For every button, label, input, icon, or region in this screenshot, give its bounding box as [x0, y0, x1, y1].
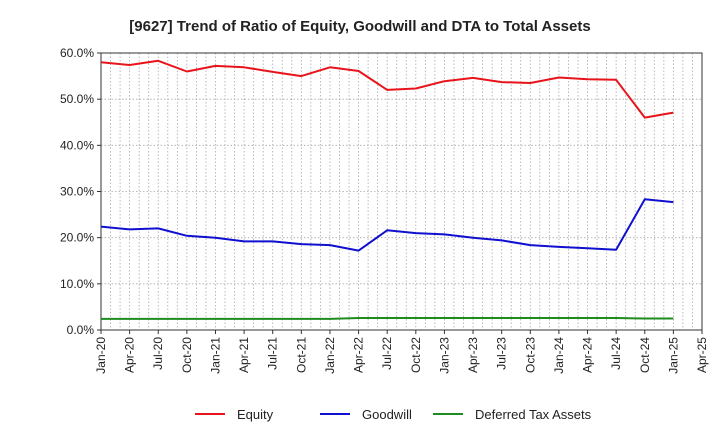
- x-tick-label: Jan-24: [552, 337, 566, 374]
- x-tick-label: Jan-22: [323, 337, 337, 374]
- x-tick-label: Jul-20: [151, 337, 165, 370]
- x-tick-label: Jan-21: [208, 337, 222, 374]
- x-tick-label: Jul-22: [380, 337, 394, 370]
- x-tick-label: Jan-25: [666, 337, 680, 374]
- x-tick-label: Jul-21: [266, 337, 280, 370]
- legend: Equity Goodwill Deferred Tax Assets: [195, 407, 592, 422]
- x-tick-label: Apr-25: [695, 337, 709, 373]
- x-tick-label: Oct-22: [409, 337, 423, 373]
- y-tick-label: 60.0%: [60, 46, 94, 60]
- x-tick-label: Jul-24: [609, 337, 623, 370]
- y-tick-label: 0.0%: [67, 323, 95, 337]
- series-lines: [100, 59, 674, 320]
- y-tick-label: 20.0%: [60, 231, 94, 245]
- x-tick-label: Apr-21: [237, 337, 251, 373]
- x-tick-label: Jan-23: [437, 337, 451, 374]
- series-line-deferred-tax-assets: [101, 317, 674, 320]
- chart-title: [9627] Trend of Ratio of Equity, Goodwil…: [129, 18, 590, 35]
- y-tick-label: 40.0%: [60, 138, 94, 152]
- series-line-equity: [100, 59, 674, 119]
- x-tick-label: Oct-23: [523, 337, 537, 373]
- plot-area: [101, 53, 702, 330]
- series-line-goodwill: [100, 198, 674, 252]
- legend-label-goodwill: Goodwill: [362, 407, 412, 422]
- x-tick-label: Oct-21: [294, 337, 308, 373]
- x-tick-label: Apr-22: [352, 337, 366, 373]
- legend-label-equity: Equity: [237, 407, 274, 422]
- x-tick-label: Oct-24: [638, 337, 652, 373]
- axes: 0.0% 10.0% 20.0% 30.0% 40.0% 50.0% 60.0% Jan-20…: [60, 46, 709, 374]
- x-tick-label: Jul-23: [495, 337, 509, 370]
- y-tick-label: 10.0%: [60, 277, 94, 291]
- x-tick-label: Oct-20: [180, 337, 194, 373]
- x-tick-label: Apr-24: [581, 337, 595, 373]
- x-tick-label: Apr-20: [123, 337, 137, 373]
- grid: [100, 52, 703, 331]
- y-tick-label: 30.0%: [60, 185, 94, 199]
- legend-label-deferred-tax-assets: Deferred Tax Assets: [475, 407, 592, 422]
- x-tick-label: Apr-23: [466, 337, 480, 373]
- y-tick-label: 50.0%: [60, 92, 94, 106]
- x-tick-label: Jan-20: [94, 337, 108, 374]
